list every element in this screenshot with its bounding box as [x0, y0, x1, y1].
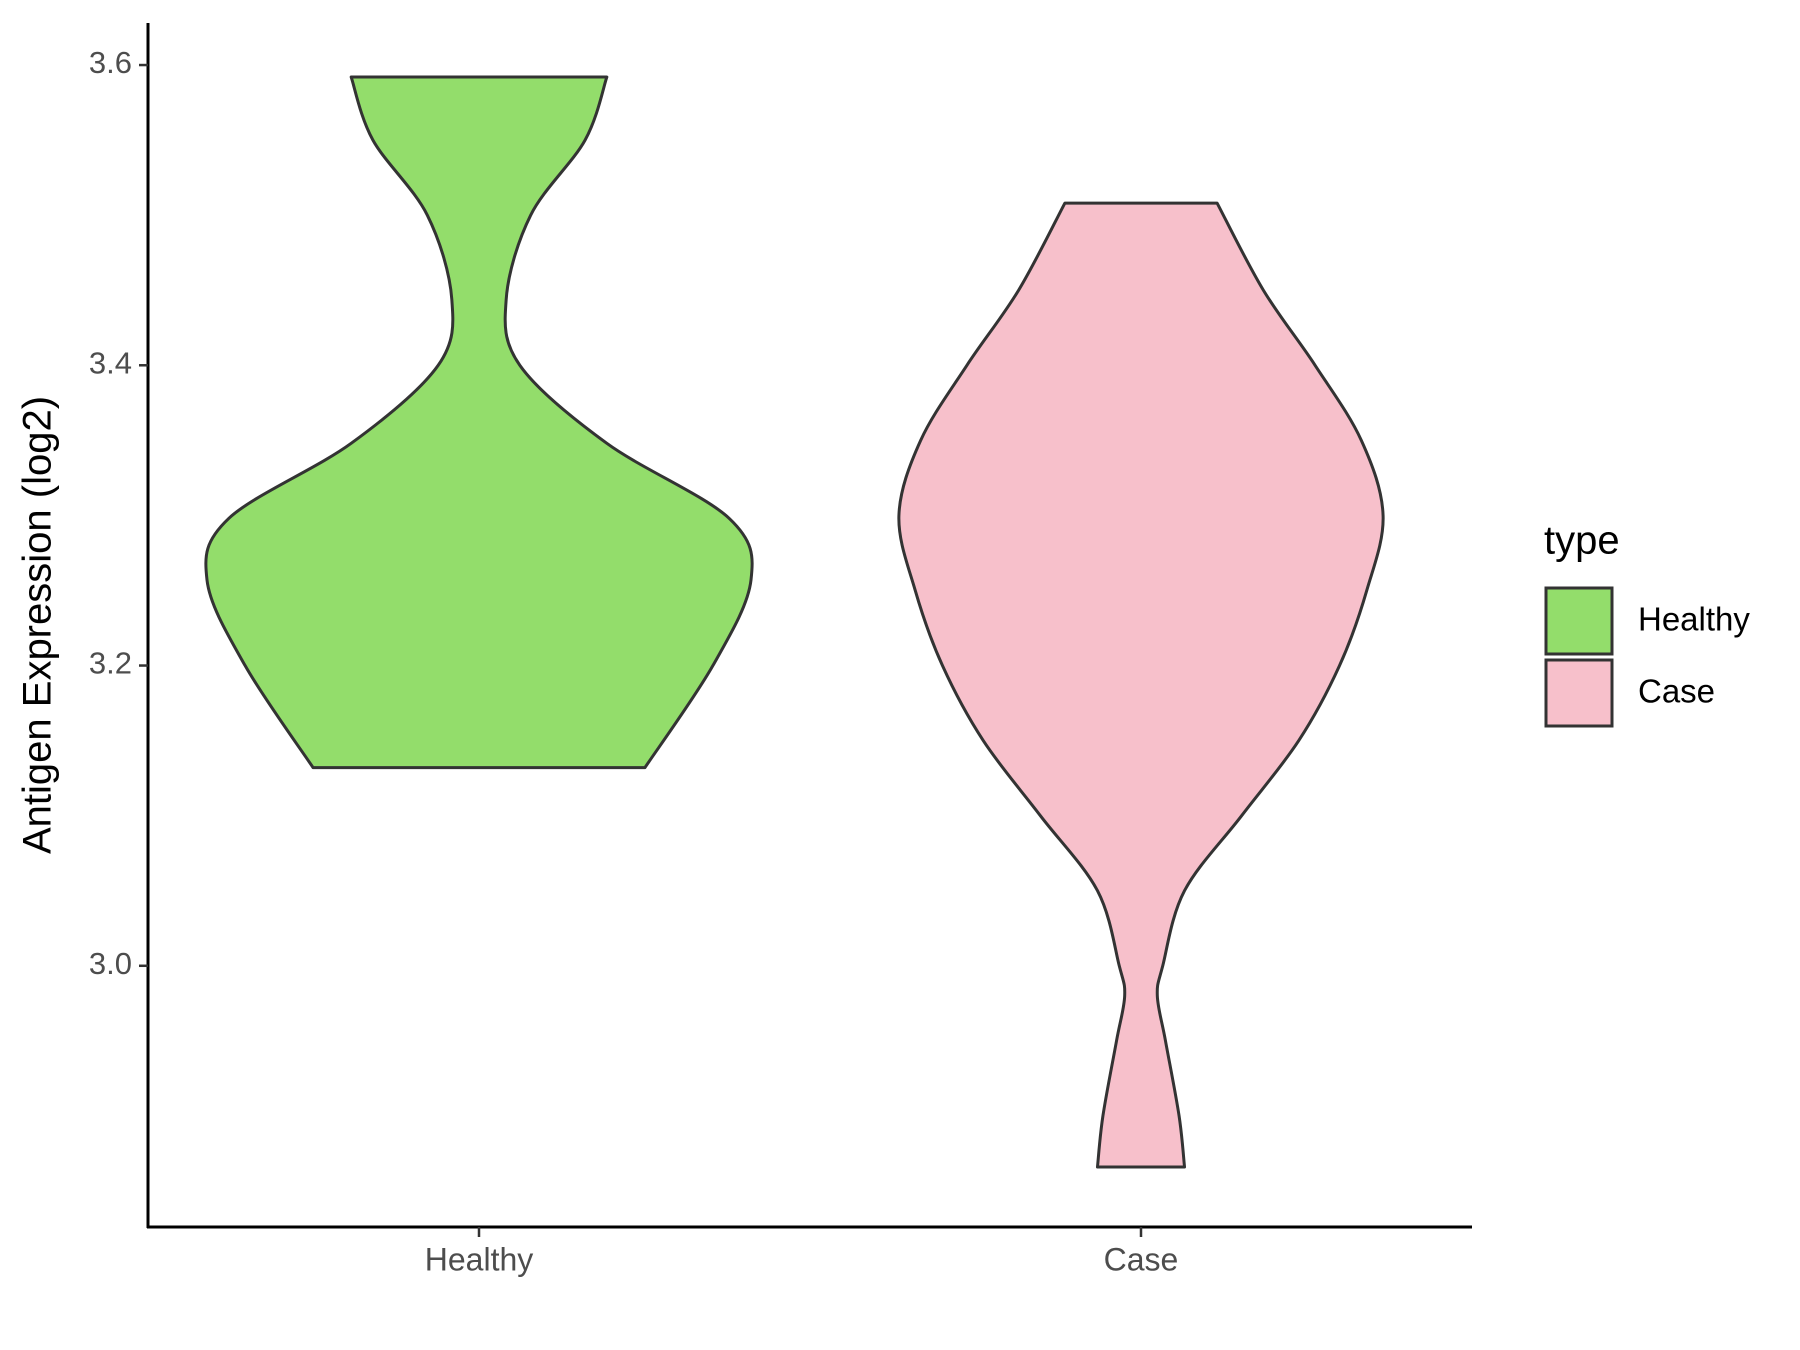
y-tick-label: 3.2 [89, 646, 132, 681]
legend-title: type [1544, 519, 1620, 563]
y-tick-label: 3.0 [89, 946, 132, 981]
y-tick-label: 3.6 [89, 45, 132, 80]
violin [897, 201, 1385, 1169]
legend-label: Healthy [1638, 601, 1750, 638]
violin [204, 75, 754, 770]
y-tick-label: 3.4 [89, 345, 132, 380]
x-tick-label: Case [1104, 1241, 1179, 1277]
y-axis-title: Antigen Expression (log2) [16, 396, 60, 854]
legend-key [1544, 658, 1614, 728]
legend-key [1544, 586, 1614, 656]
legend-label: Case [1638, 673, 1715, 710]
x-tick-label: Healthy [425, 1241, 534, 1277]
